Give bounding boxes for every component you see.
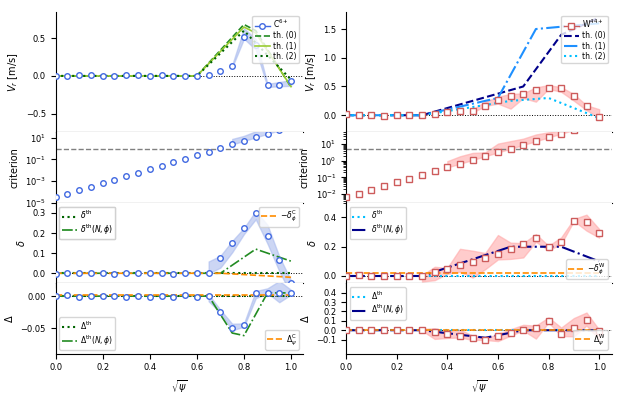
Y-axis label: $\delta$: $\delta$ — [306, 239, 318, 247]
X-axis label: $\sqrt{\psi}$: $\sqrt{\psi}$ — [470, 378, 488, 393]
Legend: $\Delta_\psi^{\rm C}$: $\Delta_\psi^{\rm C}$ — [265, 330, 299, 350]
Legend: $-\delta_\phi^{\rm C}$: $-\delta_\phi^{\rm C}$ — [259, 207, 299, 227]
Legend: $-\delta_\phi^{\rm W}$: $-\delta_\phi^{\rm W}$ — [566, 259, 608, 279]
Legend: $\Delta_\psi^{\rm W}$: $\Delta_\psi^{\rm W}$ — [573, 330, 608, 350]
X-axis label: $\sqrt{\psi}$: $\sqrt{\psi}$ — [171, 378, 188, 393]
Y-axis label: $\delta$: $\delta$ — [15, 239, 27, 247]
Y-axis label: $V_r$ [m/s]: $V_r$ [m/s] — [304, 52, 318, 92]
Y-axis label: criterion: criterion — [300, 147, 310, 188]
Y-axis label: $\Delta$: $\Delta$ — [3, 314, 15, 323]
Legend: W$^{44+}$, th. (0), th. (1), th. (2): W$^{44+}$, th. (0), th. (1), th. (2) — [562, 16, 608, 63]
Y-axis label: criterion: criterion — [9, 147, 19, 188]
Y-axis label: $\Delta$: $\Delta$ — [298, 314, 311, 323]
Y-axis label: $V_r$ [m/s]: $V_r$ [m/s] — [6, 52, 20, 92]
Legend: C$^{6+}$, th. (0), th. (1), th. (2): C$^{6+}$, th. (0), th. (1), th. (2) — [253, 16, 299, 63]
